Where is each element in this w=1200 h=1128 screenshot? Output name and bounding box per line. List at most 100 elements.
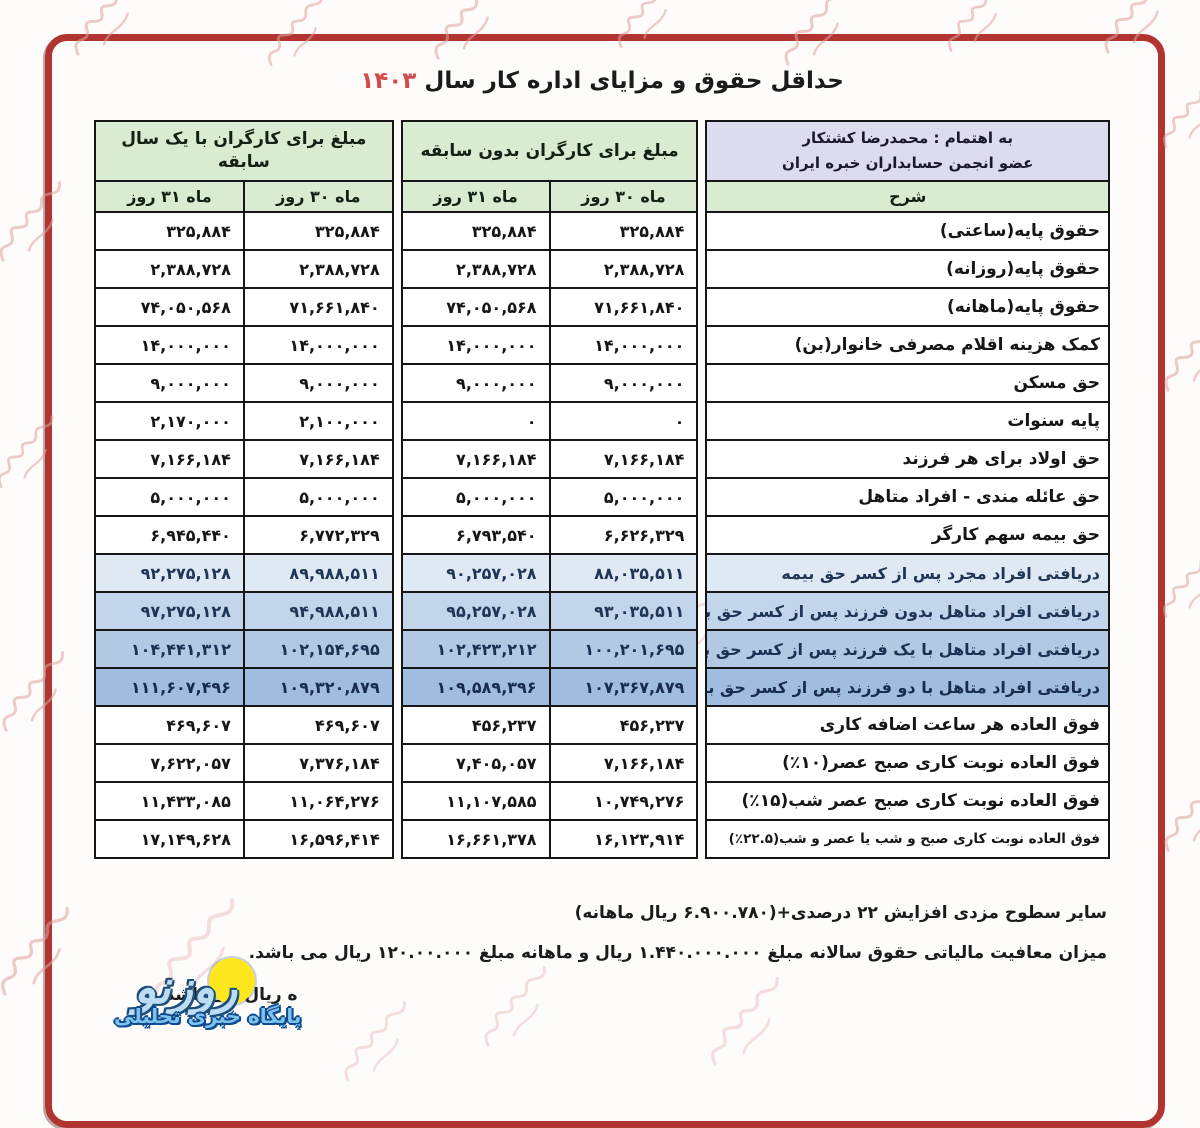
group-header-no-experience: مبلغ برای کارگران بدون سابقه — [401, 120, 700, 182]
row-label: حق مسکن — [706, 363, 1111, 403]
cell-noexp-month31: ۴۵۶,۲۳۷ — [401, 705, 552, 745]
cell-noexp-month30: ۷۱,۶۶۱,۸۴۰ — [549, 287, 700, 327]
cell-noexp-month30: ۶,۶۲۶,۳۲۹ — [549, 515, 700, 555]
row-label: دریافتی افراد مجرد پس از کسر حق بیمه — [706, 553, 1111, 593]
cell-exp-month30: ۲,۱۰۰,۰۰۰ — [243, 401, 395, 441]
cell-noexp-month30: ۸۸,۰۳۵,۵۱۱ — [549, 553, 700, 593]
cell-exp-month31: ۱۱,۴۳۳,۰۸۵ — [95, 781, 246, 821]
watermark-scribble — [699, 976, 802, 1074]
cell-exp-month31: ۵,۰۰۰,۰۰۰ — [95, 477, 246, 517]
logo-yellow-ball-icon — [210, 958, 256, 1004]
cell-exp-month31: ۱۰۴,۴۴۱,۳۱۲ — [95, 629, 246, 669]
cell-noexp-month31: ۷,۴۰۵,۰۵۷ — [401, 743, 552, 783]
cell-exp-month30: ۱۶,۵۹۶,۴۱۴ — [243, 819, 395, 859]
watermark-scribble — [1093, 0, 1188, 62]
page-title-text: حداقل حقوق و مزایای اداره کار سال — [425, 68, 845, 94]
cell-exp-month31: ۳۲۵,۸۸۴ — [95, 211, 246, 251]
watermark-scribble — [0, 414, 73, 495]
cell-noexp-month31: ۰ — [401, 401, 552, 441]
row-label: حقوق پایه(ساعتی) — [706, 211, 1111, 251]
cell-exp-month31: ۷,۱۶۶,۱۸۴ — [95, 439, 246, 479]
cell-noexp-month31: ۳۲۵,۸۸۴ — [401, 211, 552, 251]
cell-exp-month30: ۷,۱۶۶,۱۸۴ — [243, 439, 395, 479]
row-label: کمک هزینه اقلام مصرفی خانوار(بن) — [706, 325, 1111, 365]
cell-noexp-month31: ۱۶,۶۶۱,۳۷۸ — [401, 819, 552, 859]
cell-noexp-month30: ۹,۰۰۰,۰۰۰ — [549, 363, 700, 403]
watermark-scribble — [0, 906, 92, 1004]
cell-exp-month31: ۹۷,۲۷۵,۱۲۸ — [95, 591, 246, 631]
description-block: به اهتمام : محمدرضا کشتکار عضو انجمن حسا… — [706, 120, 1111, 859]
group-header-with-experience: مبلغ برای کارگران با یک سال سابقه — [95, 120, 395, 182]
cell-exp-month30: ۶,۷۷۲,۳۲۹ — [243, 515, 395, 555]
cell-exp-month31: ۷۴,۰۵۰,۵۶۸ — [95, 287, 246, 327]
cell-exp-month31: ۱۴,۰۰۰,۰۰۰ — [95, 325, 246, 365]
cell-exp-month30: ۹,۰۰۰,۰۰۰ — [243, 363, 395, 403]
row-label: پایه سنوات — [706, 401, 1111, 441]
cell-exp-month30: ۱۱,۰۶۴,۲۷۶ — [243, 781, 395, 821]
footnote-tax-exemption: میزان معافیت مالیاتی حقوق سالانه مبلغ ۱.… — [249, 943, 1108, 963]
row-label: فوق العاده نوبت کاری صبح و شب یا عصر و ش… — [706, 819, 1111, 859]
cell-exp-month30: ۷,۳۷۶,۱۸۴ — [243, 743, 395, 783]
with-experience-block: مبلغ برای کارگران با یک سال سابقه ماه ۳۰… — [95, 120, 395, 859]
cell-exp-month30: ۱۰۲,۱۵۴,۶۹۵ — [243, 629, 395, 669]
cell-exp-month30: ۹۴,۹۸۸,۵۱۱ — [243, 591, 395, 631]
cell-noexp-month30: ۳۲۵,۸۸۴ — [549, 211, 700, 251]
column-header-month30: ماه ۳۰ روز — [549, 180, 700, 213]
cell-noexp-month30: ۷,۱۶۶,۱۸۴ — [549, 439, 700, 479]
watermark-scribble — [0, 650, 86, 740]
cell-noexp-month31: ۹,۰۰۰,۰۰۰ — [401, 363, 552, 403]
watermark-scribble — [938, 0, 1023, 59]
row-label: فوق العاده هر ساعت اضافه کاری — [706, 705, 1111, 745]
row-label: حق اولاد برای هر فرزند — [706, 439, 1111, 479]
cell-exp-month31: ۱۱۱,۶۰۷,۴۹۶ — [95, 667, 246, 707]
cell-noexp-month31: ۱۰۹,۵۸۹,۳۹۶ — [401, 667, 552, 707]
cell-exp-month30: ۱۴,۰۰۰,۰۰۰ — [243, 325, 395, 365]
row-label: فوق العاده نوبت کاری صبح عصر(۱۰٪) — [706, 743, 1111, 783]
cell-noexp-month31: ۱۴,۰۰۰,۰۰۰ — [401, 325, 552, 365]
watermark-scribble — [1153, 74, 1200, 155]
cell-exp-month30: ۱۰۹,۳۲۰,۸۷۹ — [243, 667, 395, 707]
logo-wordmark: روزنو — [135, 960, 239, 1014]
cell-noexp-month31: ۷,۱۶۶,۱۸۴ — [401, 439, 552, 479]
roozno-logo: روزنو پایگاه خبری تحلیلی — [115, 958, 355, 1038]
watermark-scribble — [473, 965, 568, 1055]
row-label: دریافتی افراد متاهل بدون فرزند پس از کسر… — [706, 591, 1111, 631]
cell-noexp-month31: ۹۰,۲۵۷,۰۲۸ — [401, 553, 552, 593]
cell-noexp-month30: ۵,۰۰۰,۰۰۰ — [549, 477, 700, 517]
column-header-month31: ماه ۳۱ روز — [95, 180, 246, 213]
watermark-scribble — [773, 0, 868, 74]
row-label: حقوق پایه(ماهانه) — [706, 287, 1111, 327]
cell-exp-month30: ۷۱,۶۶۱,۸۴۰ — [243, 287, 395, 327]
watermark-scribble — [1153, 310, 1200, 400]
logo-tagline: پایگاه خبری تحلیلی — [115, 1004, 303, 1028]
watermark-scribble — [608, 0, 693, 55]
page-title-year: ۱۴۰۳ — [361, 68, 418, 94]
cell-noexp-month30: ۱۰۰,۲۰۱,۶۹۵ — [549, 629, 700, 669]
cell-exp-month30: ۴۶۹,۶۰۷ — [243, 705, 395, 745]
watermark-scribble — [0, 180, 83, 270]
cell-exp-month31: ۱۷,۱۴۹,۶۲۸ — [95, 819, 246, 859]
cell-exp-month30: ۵,۰۰۰,۰۰۰ — [243, 477, 395, 517]
cell-noexp-month30: ۱۰۷,۳۶۷,۸۷۹ — [549, 667, 700, 707]
cell-exp-month31: ۷,۶۲۲,۰۵۷ — [95, 743, 246, 783]
cell-exp-month31: ۲,۳۸۸,۷۲۸ — [95, 249, 246, 289]
no-experience-block: مبلغ برای کارگران بدون سابقه ماه ۳۰ روز … — [401, 120, 700, 859]
page-title: حداقل حقوق و مزایای اداره کار سال ۱۴۰۳ — [95, 68, 1111, 94]
cell-noexp-month31: ۱۱,۱۰۷,۵۸۵ — [401, 781, 552, 821]
column-header-month30: ماه ۳۰ روز — [243, 180, 395, 213]
cell-exp-month30: ۲,۳۸۸,۷۲۸ — [243, 249, 395, 289]
cell-noexp-month31: ۲,۳۸۸,۷۲۸ — [401, 249, 552, 289]
cell-noexp-month31: ۹۵,۲۵۷,۰۲۸ — [401, 591, 552, 631]
row-label: حق بیمه سهم کارگر — [706, 515, 1111, 555]
cell-noexp-month31: ۷۴,۰۵۰,۵۶۸ — [401, 287, 552, 327]
cell-noexp-month30: ۱۰,۷۴۹,۲۷۶ — [549, 781, 700, 821]
cell-exp-month30: ۳۲۵,۸۸۴ — [243, 211, 395, 251]
footnote-wage-increase: سایر سطوح مزدی افزایش ۲۲ درصدی+(۶.۹۰۰.۷۸… — [575, 903, 1108, 923]
cell-exp-month30: ۸۹,۹۸۸,۵۱۱ — [243, 553, 395, 593]
cell-noexp-month30: ۹۳,۰۳۵,۵۱۱ — [549, 591, 700, 631]
byline-line1: به اهتمام : محمدرضا کشتکار — [803, 128, 1015, 147]
cell-noexp-month30: ۴۵۶,۲۳۷ — [549, 705, 700, 745]
cell-exp-month31: ۴۶۹,۶۰۷ — [95, 705, 246, 745]
cell-noexp-month30: ۰ — [549, 401, 700, 441]
cell-noexp-month31: ۶,۷۹۳,۵۴۰ — [401, 515, 552, 555]
